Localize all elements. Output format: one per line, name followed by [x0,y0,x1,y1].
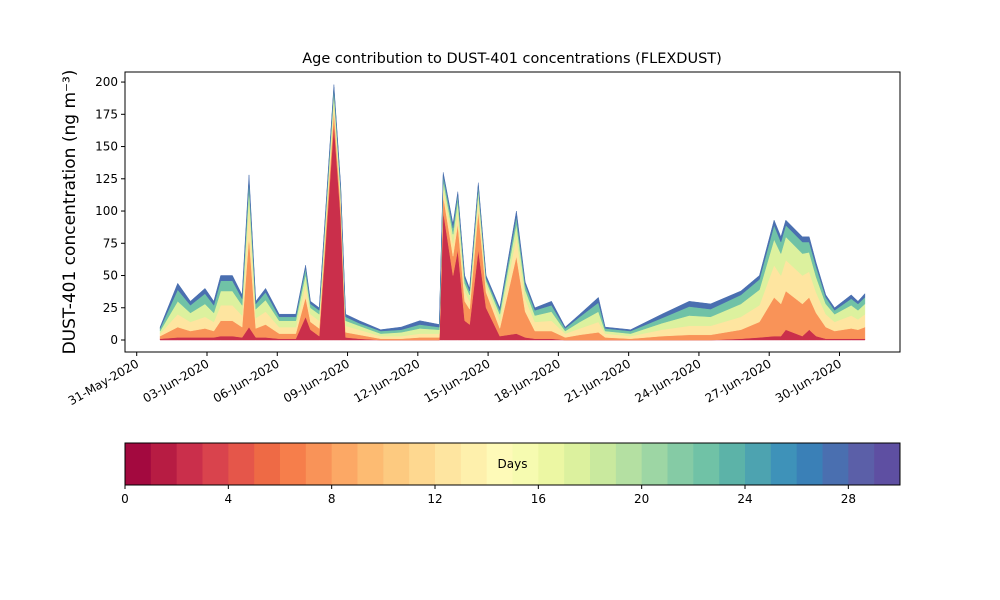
x-tick-label: 31-May-2020 [66,356,141,408]
x-tick-label: 18-Jun-2020 [492,356,563,405]
color-swatch [590,443,617,485]
colorbar-frame [124,442,901,486]
colorbar-label: Days [498,457,528,471]
colorbar-tick-label: 20 [634,492,649,506]
color-swatch [254,443,281,485]
color-swatch [745,443,772,485]
x-tick-label: 09-Jun-2020 [281,356,352,405]
color-swatch [331,443,358,485]
color-swatch [357,443,384,485]
x-tick-label: 15-Jun-2020 [422,356,493,405]
color-swatch [796,443,823,485]
color-swatch [280,443,307,485]
color-swatch [719,443,746,485]
color-swatch [176,443,203,485]
color-swatch [460,443,488,485]
color-swatch [435,443,462,485]
y-tick-label: 75 [103,236,118,250]
y-tick-label: 175 [95,107,118,121]
x-tick-label: 12-Jun-2020 [351,356,422,405]
chart-title: Age contribution to DUST-401 concentrati… [302,51,722,67]
color-swatch [667,443,694,485]
color-swatch [383,443,410,485]
y-axis-label: DUST-401 concentration (ng m⁻³) [60,70,80,355]
color-swatch [564,443,591,485]
color-swatch [305,443,333,485]
colorbar-tick-label: 4 [225,492,233,506]
color-swatch [615,443,643,485]
color-swatch [150,443,178,485]
y-tick-label: 0 [110,333,118,347]
x-tick-label: 30-Jun-2020 [773,356,844,405]
colorbar-tick-label: 8 [328,492,336,506]
color-swatch [848,443,875,485]
color-swatch [409,443,436,485]
colorbar-tick-label: 16 [531,492,546,506]
x-tick-label: 27-Jun-2020 [703,356,774,405]
x-tick-label: 03-Jun-2020 [140,356,211,405]
area [159,84,866,332]
color-swatch [874,443,901,485]
x-tick-label: 06-Jun-2020 [211,356,282,405]
colorbar-tick-label: 12 [427,492,442,506]
y-tick-label: 200 [95,75,118,89]
color-swatch [228,443,255,485]
color-swatch [641,443,668,485]
color-swatch [486,443,513,485]
color-swatch [202,443,229,485]
y-tick-label: 125 [95,172,118,186]
color-swatch [512,443,539,485]
x-tick-label: 24-Jun-2020 [632,356,703,405]
plot-frame [124,71,901,353]
y-tick-label: 100 [95,204,118,218]
color-swatch [770,443,798,485]
y-tick-label: 50 [103,269,118,283]
color-swatch [538,443,565,485]
color-swatch [125,443,152,485]
y-tick-label: 25 [103,301,118,315]
color-swatch [693,443,720,485]
colorbar-tick-label: 28 [841,492,856,506]
colorbar-tick-label: 0 [121,492,129,506]
color-swatch [822,443,849,485]
colorbar-tick-label: 24 [737,492,752,506]
x-tick-label: 21-Jun-2020 [562,356,633,405]
y-tick-label: 150 [95,140,118,154]
